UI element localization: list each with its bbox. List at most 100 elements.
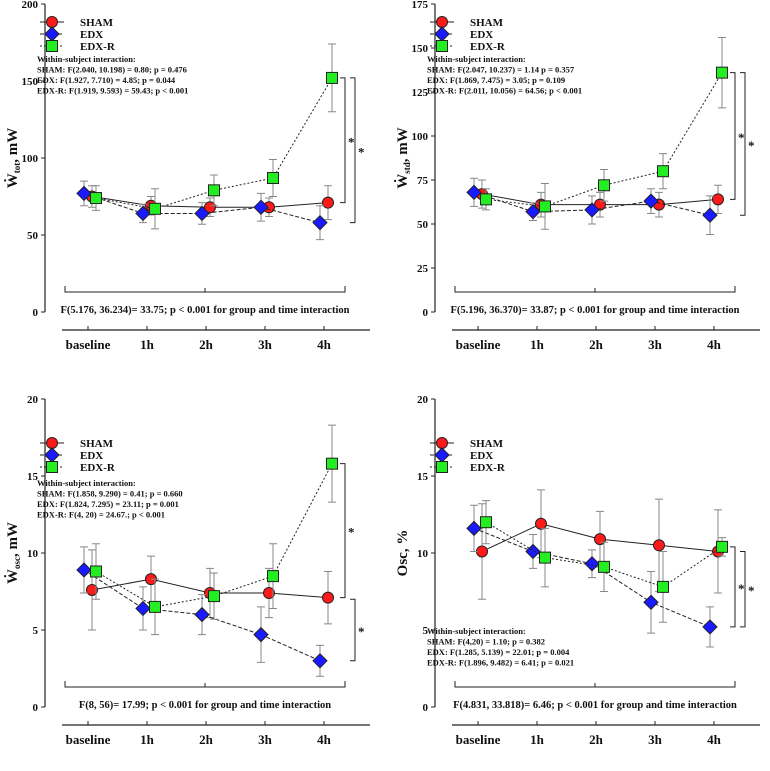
- y-tick-label: 10: [27, 548, 39, 560]
- legend-label: EDX: [80, 450, 103, 462]
- stats-line: EDX-R: F(1.919, 9.593) = 59.43; p < 0.00…: [37, 86, 188, 96]
- sham-marker: [86, 583, 98, 596]
- x-tick-label: 2h: [199, 337, 214, 352]
- edx-marker: [194, 205, 210, 222]
- x-tick-label: 3h: [258, 732, 273, 747]
- y-tick-label: 0: [33, 307, 39, 319]
- sham-marker: [322, 196, 334, 209]
- sham-marker: [594, 198, 606, 211]
- edx-marker: [312, 653, 328, 669]
- group-time-interaction-stat: F(5.196, 36.370)= 33.87; p < 0.001 for g…: [451, 305, 740, 316]
- stats-title: Within-subject interaction:: [37, 478, 136, 488]
- significance-star: *: [348, 525, 355, 540]
- edx-marker: [525, 203, 541, 220]
- series-edx: [76, 546, 328, 677]
- chart-panel-wstd: 0 25 50 75 100 125 150 175 Ẇstd, mW baseline 1h 2h 3…: [390, 0, 770, 371]
- chart-panel-wtot: 0 50 100 150 200 Ẇtot, mW baseline 1h 2h 3h 4h F(5.…: [0, 0, 385, 371]
- stats-line: SHAM: F(2.047, 10.237) = 1.14 p = 0.357: [427, 65, 575, 75]
- edx-r-marker: [598, 179, 610, 192]
- y-tick-label: 20: [417, 395, 429, 406]
- edx-marker: [44, 26, 60, 42]
- legend-label: EDX-R: [80, 41, 116, 53]
- edx-r-marker: [716, 540, 728, 553]
- edx-r-marker: [90, 192, 102, 205]
- edx-r-marker: [436, 40, 448, 52]
- edx-marker: [466, 520, 482, 537]
- y-tick-label: 125: [412, 87, 429, 99]
- stats-title: Within-subject interaction:: [37, 54, 136, 64]
- series-edx: [466, 177, 718, 236]
- y-axis-label: Ẇtot, mW: [4, 128, 22, 189]
- x-tick-label: 4h: [707, 732, 722, 747]
- y-tick-label: 0: [423, 307, 429, 319]
- edx-r-marker: [480, 516, 492, 529]
- group-time-interaction-stat: F(5.176, 36.234)= 33.75; p < 0.001 for g…: [61, 305, 350, 316]
- sham-marker: [322, 591, 334, 604]
- x-tick-label: 1h: [140, 337, 155, 352]
- edx-marker: [584, 202, 600, 218]
- edx-marker: [312, 214, 328, 231]
- edx-marker: [466, 184, 482, 201]
- series-edx: [466, 504, 718, 648]
- edx-r-marker: [267, 570, 279, 583]
- edx-r-marker: [208, 590, 220, 603]
- y-tick-label: 15: [417, 471, 429, 483]
- significance-bracket: [730, 546, 736, 628]
- edx-r-marker: [267, 172, 279, 185]
- significance-star: *: [748, 583, 755, 598]
- stats-line: EDX: F(1.927, 7.710) = 4.85; p = 0.044: [37, 75, 176, 85]
- edx-marker: [253, 199, 269, 215]
- y-tick-label: 5: [423, 625, 429, 637]
- edx-r-marker: [539, 551, 551, 564]
- legend-label: EDX-R: [80, 462, 116, 474]
- legend-label: SHAM: [470, 17, 504, 29]
- significance-bracket: [730, 72, 736, 200]
- legend-label: SHAM: [80, 438, 114, 450]
- sham-marker: [263, 587, 275, 600]
- x-tick-label: baseline: [456, 337, 501, 352]
- stats-title: Within-subject interaction:: [427, 626, 526, 636]
- edx-marker: [702, 207, 718, 223]
- y-tick-label: 100: [412, 131, 429, 143]
- edx-marker: [434, 26, 450, 42]
- sham-marker: [476, 545, 488, 558]
- group-bracket: [64, 681, 346, 688]
- x-tick-label: 2h: [589, 732, 604, 747]
- edx-marker: [135, 205, 151, 222]
- legend-label: EDX: [80, 29, 103, 41]
- group-bracket: [454, 681, 736, 688]
- stats-title: Within-subject interaction:: [427, 54, 526, 64]
- sham-marker: [712, 193, 724, 206]
- edx-marker: [643, 193, 659, 209]
- x-tick-label: 3h: [648, 732, 663, 747]
- series-edx-r: [90, 43, 338, 230]
- edx-r-marker: [657, 165, 669, 178]
- significance-star: *: [738, 130, 745, 145]
- y-tick-label: 10: [417, 548, 429, 560]
- edx-r-marker: [326, 71, 338, 84]
- sham-marker: [46, 437, 58, 449]
- y-axis-label: Ẇosc, mW: [4, 522, 22, 584]
- edx-marker: [584, 556, 600, 572]
- y-tick-label: 0: [423, 702, 429, 714]
- y-axis-label: Ẇstd, mW: [394, 127, 412, 189]
- legend-label: SHAM: [470, 438, 504, 450]
- significance-star: *: [358, 624, 365, 639]
- edx-marker: [525, 543, 541, 560]
- chart-panel-wosc: 0 5 10 15 20 Ẇosc, mW baseline 1h 2h 3h 4h F(8, 56)…: [0, 394, 385, 766]
- sham-marker: [436, 16, 448, 28]
- series-sham: [476, 489, 724, 600]
- significance-bracket: [340, 463, 346, 599]
- group-time-interaction-stat: F(4.831, 33.818)= 6.46; p < 0.001 for gr…: [453, 700, 737, 711]
- y-tick-label: 75: [417, 175, 429, 187]
- edx-marker: [434, 447, 450, 463]
- x-tick-label: 1h: [140, 732, 155, 747]
- edx-marker: [702, 619, 718, 635]
- edx-r-marker: [208, 184, 220, 197]
- x-tick-label: 2h: [199, 732, 214, 747]
- x-tick-label: baseline: [66, 337, 111, 352]
- y-tick-label: 175: [412, 0, 429, 11]
